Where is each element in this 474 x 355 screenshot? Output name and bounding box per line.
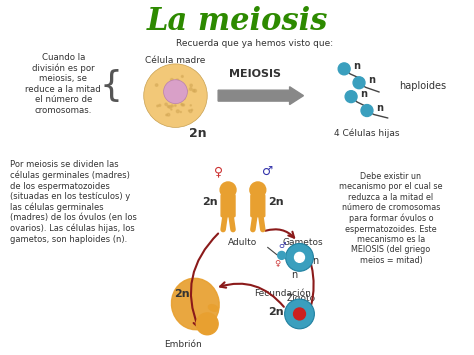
Circle shape bbox=[171, 78, 173, 81]
Circle shape bbox=[182, 104, 184, 106]
Text: Adulto: Adulto bbox=[228, 237, 257, 246]
Text: ♀: ♀ bbox=[214, 165, 223, 178]
Circle shape bbox=[180, 111, 182, 113]
Text: Debe existir un
mecanismo por el cual se
reduzca a la mitad el
número de cromoso: Debe existir un mecanismo por el cual se… bbox=[339, 172, 443, 265]
Text: n: n bbox=[361, 89, 367, 99]
Text: n: n bbox=[368, 75, 375, 85]
Text: 2n: 2n bbox=[190, 127, 207, 140]
Circle shape bbox=[345, 91, 357, 103]
Circle shape bbox=[186, 90, 188, 91]
Circle shape bbox=[171, 109, 172, 110]
Text: La meiosis: La meiosis bbox=[146, 6, 328, 37]
Circle shape bbox=[353, 77, 365, 89]
Text: Zigoto: Zigoto bbox=[287, 294, 316, 303]
Text: {: { bbox=[100, 69, 122, 103]
Circle shape bbox=[192, 89, 195, 92]
Circle shape bbox=[190, 84, 192, 87]
Text: n: n bbox=[292, 270, 298, 280]
Ellipse shape bbox=[209, 305, 218, 311]
Circle shape bbox=[159, 104, 161, 106]
Text: n: n bbox=[354, 61, 361, 71]
Circle shape bbox=[220, 182, 236, 198]
Circle shape bbox=[170, 82, 172, 84]
Circle shape bbox=[167, 105, 169, 108]
Circle shape bbox=[165, 93, 168, 96]
Text: ♂: ♂ bbox=[262, 165, 273, 178]
Text: 2n: 2n bbox=[173, 289, 189, 299]
Text: ♂: ♂ bbox=[278, 241, 285, 250]
Circle shape bbox=[189, 110, 192, 113]
Circle shape bbox=[194, 89, 197, 92]
Circle shape bbox=[181, 103, 182, 105]
Circle shape bbox=[196, 313, 218, 335]
Text: 2n: 2n bbox=[268, 307, 283, 317]
Text: MEIOSIS: MEIOSIS bbox=[229, 69, 281, 79]
Circle shape bbox=[338, 63, 350, 75]
Text: Por meiosis se dividen las
células germinales (madres)
de los espermatozoides
(s: Por meiosis se dividen las células germi… bbox=[10, 160, 137, 244]
Circle shape bbox=[178, 81, 180, 83]
Circle shape bbox=[190, 88, 192, 91]
Circle shape bbox=[293, 308, 305, 320]
Text: 2n: 2n bbox=[202, 197, 218, 207]
Circle shape bbox=[174, 105, 176, 106]
Circle shape bbox=[164, 80, 187, 104]
Text: Recuerda que ya hemos visto que:: Recuerda que ya hemos visto que: bbox=[176, 39, 333, 48]
Circle shape bbox=[286, 244, 313, 271]
FancyBboxPatch shape bbox=[221, 195, 235, 217]
Text: n: n bbox=[312, 256, 319, 266]
Circle shape bbox=[176, 79, 179, 82]
Circle shape bbox=[176, 91, 177, 92]
Circle shape bbox=[278, 251, 286, 260]
Circle shape bbox=[171, 105, 173, 107]
Circle shape bbox=[169, 106, 171, 108]
Circle shape bbox=[167, 113, 170, 116]
Circle shape bbox=[361, 105, 373, 116]
Text: 2n: 2n bbox=[268, 197, 283, 207]
Text: Gametos: Gametos bbox=[282, 237, 323, 246]
Circle shape bbox=[165, 103, 167, 105]
Text: Embrión: Embrión bbox=[164, 340, 202, 349]
Circle shape bbox=[182, 76, 183, 77]
Text: 4 Células hijas: 4 Células hijas bbox=[334, 129, 400, 138]
Circle shape bbox=[176, 110, 179, 113]
Circle shape bbox=[176, 99, 177, 100]
FancyArrow shape bbox=[218, 87, 303, 105]
Text: haploides: haploides bbox=[399, 81, 446, 91]
Circle shape bbox=[189, 110, 190, 111]
Circle shape bbox=[155, 84, 158, 86]
Circle shape bbox=[157, 105, 158, 107]
Ellipse shape bbox=[172, 278, 219, 330]
Circle shape bbox=[190, 105, 191, 106]
Circle shape bbox=[191, 109, 192, 111]
Text: n: n bbox=[376, 103, 383, 113]
Text: Célula madre: Célula madre bbox=[146, 56, 206, 65]
Circle shape bbox=[144, 64, 207, 127]
Circle shape bbox=[166, 114, 167, 116]
Text: ♀: ♀ bbox=[274, 259, 281, 268]
Circle shape bbox=[284, 299, 314, 329]
Circle shape bbox=[184, 98, 185, 99]
Text: Cuando la
división es por
meiosis, se
reduce a la mitad
el número de
cromosomas.: Cuando la división es por meiosis, se re… bbox=[26, 53, 101, 115]
Text: Fecundación: Fecundación bbox=[254, 289, 311, 298]
Circle shape bbox=[250, 182, 266, 198]
FancyBboxPatch shape bbox=[251, 195, 265, 217]
Circle shape bbox=[294, 252, 304, 262]
Circle shape bbox=[181, 104, 183, 106]
Circle shape bbox=[173, 81, 174, 82]
